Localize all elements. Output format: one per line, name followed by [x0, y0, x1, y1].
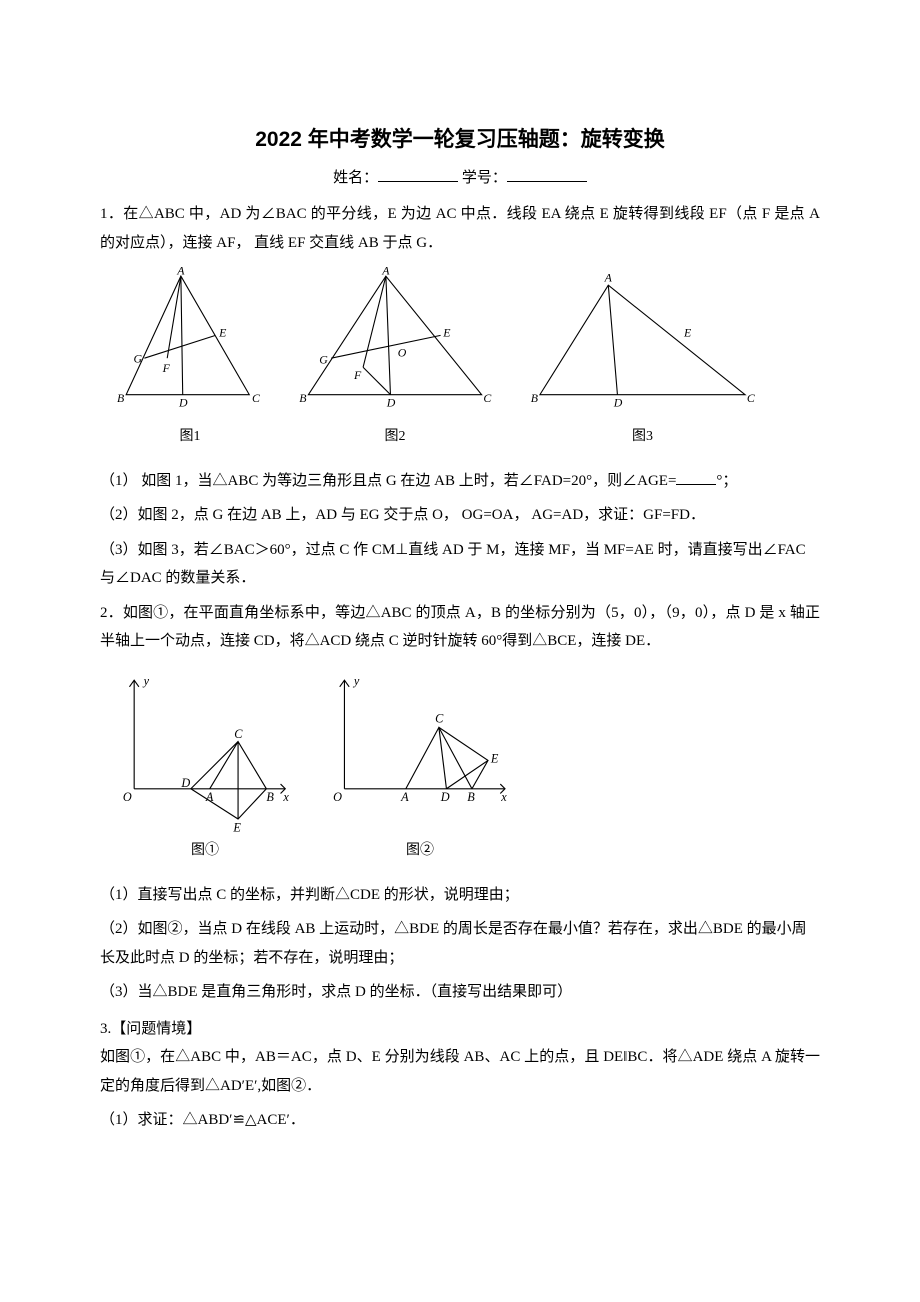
- svg-text:D: D: [613, 396, 623, 410]
- figure-3-label: 图3: [520, 424, 765, 451]
- problem-2-intro: 2．如图①，在平面直角坐标系中，等边△ABC 的顶点 A，B 的坐标分别为（5，…: [100, 599, 820, 656]
- doc-title: 2022 年中考数学一轮复习压轴题：旋转变换: [100, 120, 820, 160]
- figure-1: A B C D E F G 图1: [110, 267, 270, 451]
- name-label: 姓名：: [333, 170, 378, 186]
- svg-text:A: A: [176, 267, 185, 277]
- svg-text:O: O: [333, 790, 342, 804]
- svg-text:G: G: [133, 352, 142, 366]
- svg-text:D: D: [178, 396, 188, 410]
- figure-2-svg: A B C D E F G O: [290, 267, 500, 422]
- problem-1-part-1: （1） 如图 1，当△ABC 为等边三角形且点 G 在边 AB 上时，若∠FAD…: [100, 467, 820, 496]
- id-blank: [507, 167, 587, 182]
- svg-text:G: G: [319, 353, 328, 367]
- figure-2: A B C D E F G O 图2: [290, 267, 500, 451]
- figure-2-2: O y x A B C D E 图②: [320, 666, 520, 865]
- problem-2-part-2: （2）如图②，当点 D 在线段 AB 上运动时，△BDE 的周长是否存在最小值？…: [100, 915, 820, 972]
- svg-text:E: E: [218, 326, 227, 340]
- svg-text:B: B: [299, 391, 306, 405]
- svg-text:C: C: [435, 712, 444, 726]
- svg-text:C: C: [747, 391, 756, 405]
- problem-1-intro: 1．在△ABC 中，AD 为∠BAC 的平分线，E 为边 AC 中点．线段 EA…: [100, 200, 820, 257]
- figure-1-label: 图1: [110, 424, 270, 451]
- problem-2-figures: O y x A B C D E 图①: [110, 666, 820, 865]
- svg-text:E: E: [442, 326, 451, 340]
- id-label: 学号：: [462, 170, 507, 186]
- svg-text:O: O: [123, 790, 132, 804]
- svg-text:C: C: [234, 727, 243, 741]
- svg-text:D: D: [440, 790, 450, 804]
- problem-3-part-1: （1）求证：△ABD′≌△ACE′．: [100, 1106, 820, 1135]
- figure-2-1: O y x A B C D E 图①: [110, 666, 300, 865]
- svg-text:B: B: [117, 391, 124, 405]
- svg-text:A: A: [400, 790, 409, 804]
- svg-text:B: B: [467, 790, 475, 804]
- figure-2-1-svg: O y x A B C D E: [110, 666, 300, 836]
- svg-text:x: x: [500, 790, 507, 804]
- svg-text:E: E: [683, 326, 692, 340]
- figure-1-svg: A B C D E F G: [110, 267, 270, 422]
- problem-2-part-1: （1）直接写出点 C 的坐标，并判断△CDE 的形状，说明理由；: [100, 881, 820, 910]
- doc-subtitle: 姓名： 学号：: [100, 164, 820, 193]
- p1-part1-blank: [676, 470, 716, 485]
- problem-3-heading: 3.【问题情境】: [100, 1015, 820, 1044]
- svg-text:E: E: [232, 820, 241, 834]
- svg-text:y: y: [352, 674, 360, 688]
- svg-text:D: D: [386, 396, 396, 410]
- figure-3: A B C D E 图3: [520, 267, 765, 451]
- problem-1-figures: A B C D E F G 图1 A B C D: [110, 267, 820, 451]
- p1-part1-text: （1） 如图 1，当△ABC 为等边三角形且点 G 在边 AB 上时，若∠FAD…: [100, 473, 676, 489]
- svg-text:C: C: [483, 391, 492, 405]
- figure-3-svg: A B C D E: [520, 267, 765, 422]
- svg-text:C: C: [252, 391, 261, 405]
- svg-text:E: E: [490, 751, 499, 765]
- svg-text:B: B: [266, 790, 274, 804]
- svg-text:B: B: [531, 391, 538, 405]
- svg-text:F: F: [162, 361, 171, 375]
- figure-2-2-svg: O y x A B C D E: [320, 666, 520, 836]
- svg-text:x: x: [282, 790, 289, 804]
- figure-2-1-label: 图①: [110, 838, 300, 865]
- figure-2-label: 图2: [290, 424, 500, 451]
- svg-text:y: y: [142, 674, 150, 688]
- svg-text:A: A: [381, 267, 390, 277]
- svg-text:O: O: [398, 346, 407, 360]
- name-blank: [378, 167, 458, 182]
- svg-text:A: A: [205, 790, 214, 804]
- figure-2-2-label: 图②: [320, 838, 520, 865]
- problem-1-part-3: （3）如图 3，若∠BAC＞60°，过点 C 作 CM⊥直线 AD 于 M，连接…: [100, 536, 820, 593]
- svg-text:F: F: [353, 369, 362, 383]
- p1-part1-suffix: °；: [716, 473, 737, 489]
- problem-2-part-3: （3）当△BDE 是直角三角形时，求点 D 的坐标．（直接写出结果即可）: [100, 978, 820, 1007]
- svg-text:A: A: [604, 271, 613, 285]
- svg-text:D: D: [180, 776, 190, 790]
- problem-1-part-2: （2）如图 2，点 G 在边 AB 上，AD 与 EG 交于点 O， OG=OA…: [100, 501, 820, 530]
- problem-3-intro: 如图①，在△ABC 中，AB＝AC，点 D、E 分别为线段 AB、AC 上的点，…: [100, 1043, 820, 1100]
